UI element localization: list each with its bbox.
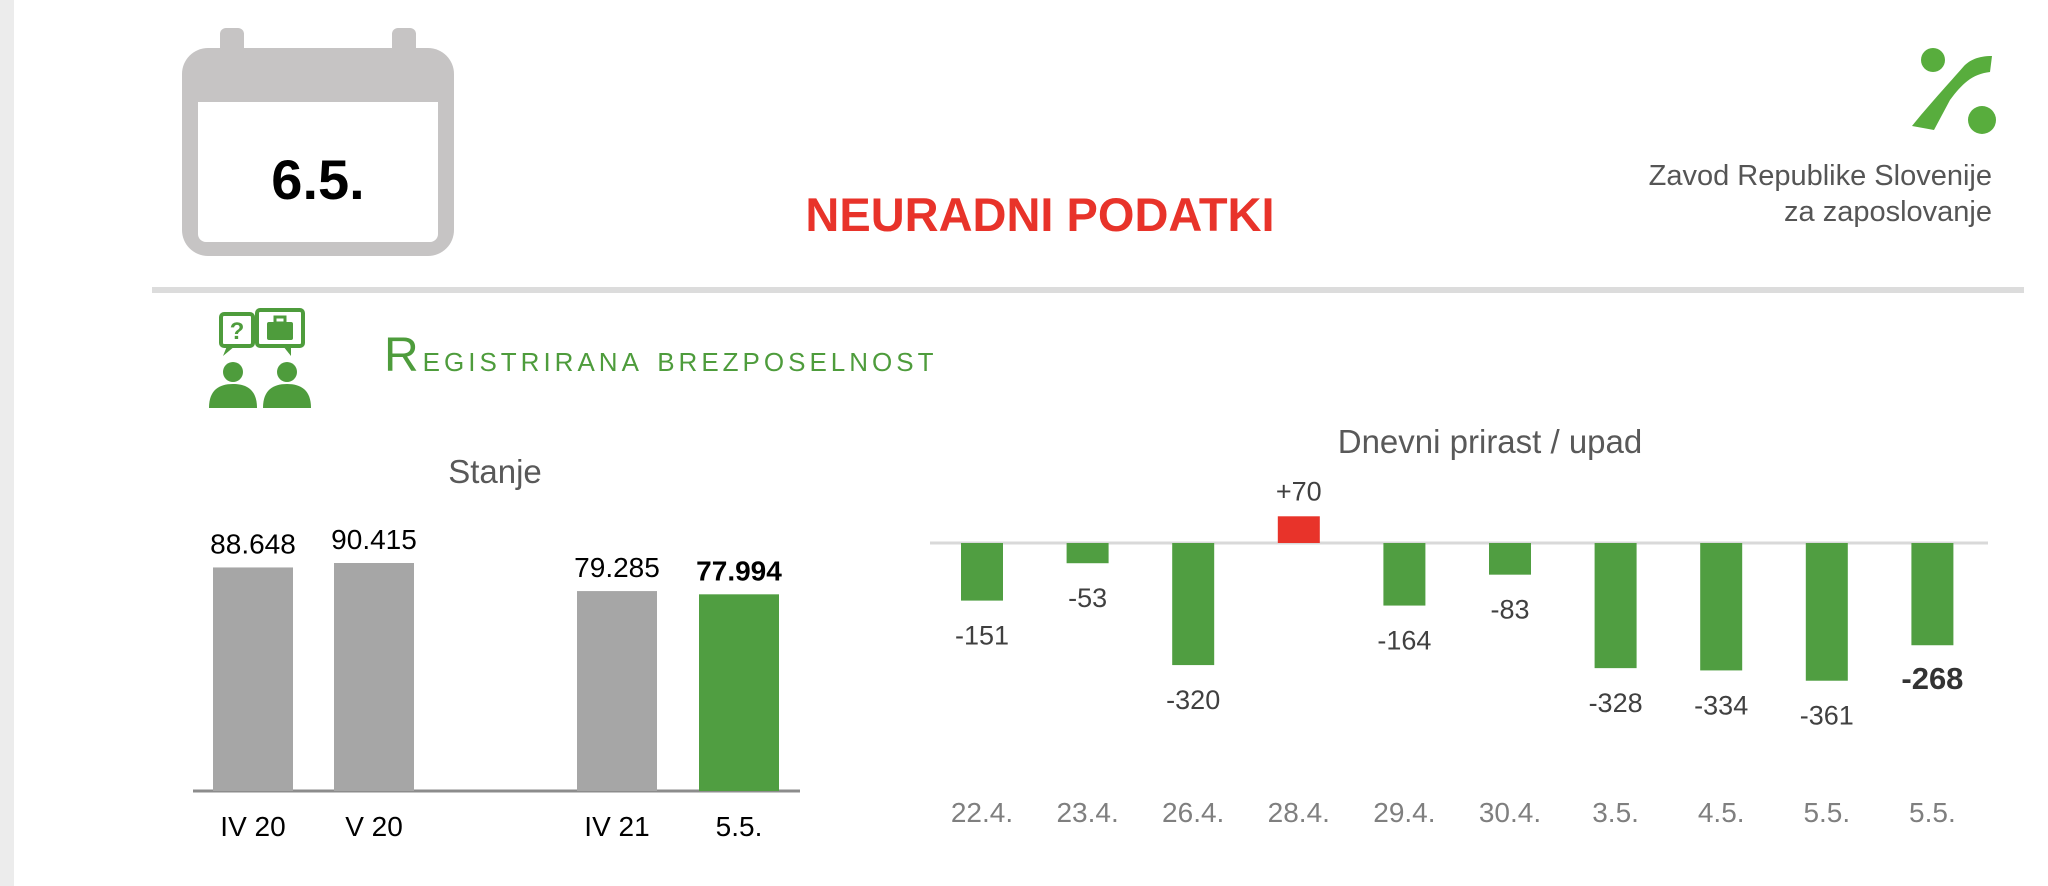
org-line-1: Zavod Republike Slovenije — [1648, 160, 1992, 192]
daily-category-label: 22.4. — [951, 797, 1013, 828]
stanje-chart-title: Stanje — [448, 453, 542, 490]
daily-category-label: 26.4. — [1162, 797, 1224, 828]
daily-bar — [1805, 543, 1848, 681]
daily-data-label: -268 — [1901, 661, 1963, 696]
stanje-data-label: 88.648 — [210, 528, 296, 559]
daily-bar — [1172, 543, 1215, 666]
page-title: NEURADNI PODATKI — [805, 188, 1275, 241]
daily-data-label: -83 — [1490, 595, 1529, 625]
daily-data-label: -164 — [1377, 626, 1431, 656]
stanje-bar — [577, 591, 657, 791]
daily-bar — [1277, 516, 1320, 543]
calendar-date: 6.5. — [271, 148, 365, 211]
header-divider — [152, 287, 2024, 293]
daily-category-label: 30.4. — [1479, 797, 1541, 828]
stanje-bar — [213, 567, 293, 791]
stanje-data-label: 90.415 — [331, 524, 417, 555]
daily-data-label: -334 — [1694, 690, 1748, 720]
daily-category-label: 28.4. — [1268, 797, 1330, 828]
daily-category-label: 23.4. — [1056, 797, 1118, 828]
daily-category-label: 29.4. — [1373, 797, 1435, 828]
stanje-category-label: 5.5. — [716, 811, 763, 842]
stanje-category-label: IV 21 — [584, 811, 649, 842]
daily-bar — [1066, 543, 1109, 564]
daily-bar — [961, 543, 1003, 601]
daily-category-label: 3.5. — [1592, 797, 1639, 828]
svg-text:?: ? — [230, 318, 245, 345]
zrsz-logo — [1912, 48, 1996, 134]
org-line-2: za zaposlovanje — [1784, 196, 1992, 228]
daily-data-label: +70 — [1276, 476, 1322, 506]
daily-bar — [1383, 543, 1426, 606]
daily-category-label: 5.5. — [1909, 797, 1956, 828]
stanje-data-label: 79.285 — [574, 552, 660, 583]
daily-category-label: 5.5. — [1803, 797, 1850, 828]
daily-data-label: -151 — [955, 621, 1009, 651]
left-window-edge — [0, 0, 14, 886]
section-title: Registrirana brezposelnost — [384, 329, 938, 382]
daily-chart-title: Dnevni prirast / upad — [1337, 423, 1643, 460]
daily-bar — [1700, 543, 1743, 671]
daily-bar — [1489, 543, 1531, 575]
daily-category-label: 4.5. — [1698, 797, 1745, 828]
daily-data-label: -320 — [1166, 685, 1220, 715]
stanje-bar — [699, 594, 779, 791]
daily-bar — [1911, 543, 1954, 646]
stanje-category-label: IV 20 — [220, 811, 285, 842]
section-title-initial: R — [384, 329, 423, 382]
calendar-icon — [182, 28, 454, 256]
stanje-data-label: 77.994 — [696, 555, 782, 586]
stanje-bar — [334, 563, 414, 791]
daily-data-label: -328 — [1589, 688, 1643, 718]
people-chat-icon: ? — [209, 308, 311, 408]
stanje-category-label: V 20 — [345, 811, 403, 842]
daily-data-label: -361 — [1800, 701, 1854, 731]
organization-name: Zavod Republike Slovenije za zaposlovanj… — [1492, 158, 1992, 230]
daily-data-label: -53 — [1068, 583, 1107, 613]
daily-bar — [1594, 543, 1637, 669]
